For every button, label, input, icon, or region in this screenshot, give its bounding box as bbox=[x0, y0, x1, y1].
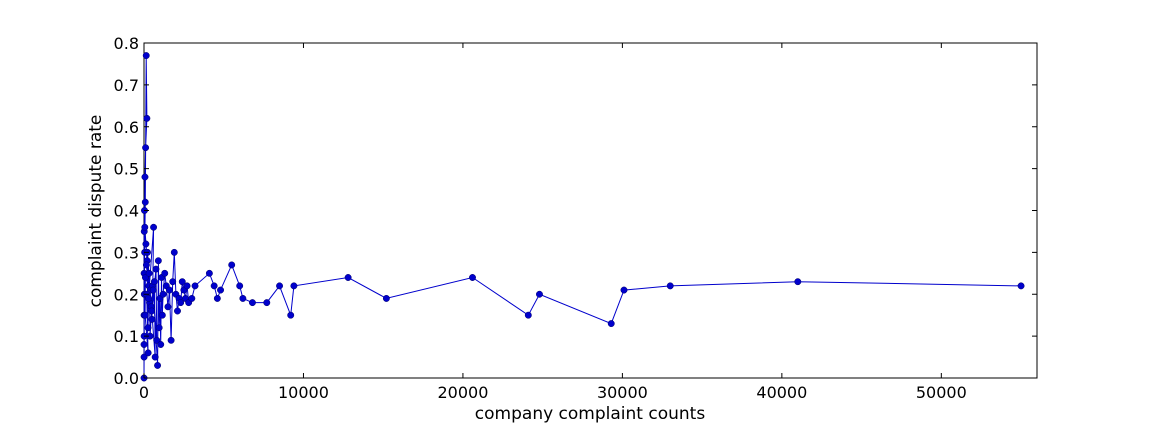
ticks-group: 0 10000 20000 30000 40000 50000 0.0 0.1 0.2 0.3 0.… bbox=[114, 34, 1037, 402]
data-point bbox=[148, 307, 156, 315]
data-point bbox=[142, 261, 150, 269]
data-point bbox=[149, 286, 157, 294]
data-point bbox=[228, 261, 236, 269]
data-point bbox=[144, 324, 152, 332]
y-tick-label: 0.5 bbox=[114, 160, 139, 179]
data-point bbox=[191, 282, 199, 290]
data-point bbox=[607, 320, 615, 328]
data-point bbox=[524, 311, 532, 319]
data-point bbox=[140, 353, 148, 361]
y-tick-label: 0.1 bbox=[114, 327, 139, 346]
data-point bbox=[142, 144, 150, 152]
data-point bbox=[210, 282, 218, 290]
x-tick-label: 40000 bbox=[756, 383, 807, 402]
data-point bbox=[140, 341, 148, 348]
y-tick-label: 0.8 bbox=[114, 34, 139, 53]
data-point bbox=[158, 311, 166, 319]
data-point bbox=[290, 282, 298, 290]
data-point bbox=[276, 282, 283, 290]
data-point bbox=[217, 286, 224, 294]
plot-frame bbox=[143, 42, 1038, 379]
data-point bbox=[177, 299, 185, 307]
data-point bbox=[152, 265, 160, 273]
y-tick-label: 0.6 bbox=[114, 118, 139, 137]
data-point bbox=[144, 349, 152, 357]
plot-area bbox=[143, 42, 1038, 379]
y-tick-label: 0.4 bbox=[114, 202, 139, 221]
x-tick-label: 30000 bbox=[597, 383, 648, 402]
data-point bbox=[166, 286, 173, 294]
data-point bbox=[236, 282, 244, 290]
data-point bbox=[151, 353, 159, 361]
y-tick-label: 0.7 bbox=[114, 76, 139, 95]
y-tick-label: 0.3 bbox=[114, 243, 139, 262]
x-axis-label: company complaint counts bbox=[475, 404, 706, 424]
series-group bbox=[140, 52, 1025, 382]
data-point bbox=[154, 257, 162, 265]
data-point bbox=[148, 315, 156, 323]
data-point bbox=[213, 294, 221, 302]
data-point bbox=[178, 278, 186, 286]
data-point bbox=[169, 278, 177, 286]
data-point bbox=[794, 278, 802, 286]
data-point bbox=[145, 294, 152, 302]
data-point bbox=[167, 336, 175, 344]
data-point bbox=[536, 290, 543, 298]
data-point bbox=[248, 299, 256, 307]
data-point bbox=[382, 294, 390, 302]
data-point bbox=[154, 361, 162, 369]
x-tick-label: 50000 bbox=[916, 383, 967, 402]
data-point bbox=[150, 223, 158, 231]
data-point bbox=[141, 198, 149, 206]
data-point bbox=[174, 307, 181, 315]
y-tick-label: 0.2 bbox=[114, 285, 139, 304]
data-point bbox=[170, 248, 178, 256]
data-point bbox=[287, 311, 295, 319]
data-point bbox=[143, 114, 151, 122]
x-tick-label: 20000 bbox=[437, 383, 488, 402]
data-point bbox=[620, 286, 628, 294]
data-point bbox=[150, 278, 158, 286]
data-point bbox=[263, 299, 271, 307]
data-point bbox=[239, 294, 247, 302]
data-point bbox=[344, 274, 352, 281]
data-point bbox=[205, 269, 213, 277]
data-point bbox=[153, 336, 161, 344]
data-point bbox=[1017, 282, 1025, 290]
data-point bbox=[142, 240, 150, 248]
x-tick-label: 10000 bbox=[278, 383, 329, 402]
x-tick-label: 0 bbox=[139, 383, 149, 402]
data-point bbox=[159, 290, 167, 298]
data-point bbox=[157, 341, 165, 348]
data-point bbox=[155, 324, 163, 332]
data-point bbox=[141, 223, 149, 231]
data-point bbox=[469, 274, 476, 281]
data-point bbox=[164, 303, 172, 311]
data-point bbox=[188, 294, 196, 302]
data-point bbox=[141, 173, 149, 181]
data-point bbox=[145, 269, 153, 277]
data-point bbox=[141, 311, 149, 319]
data-point bbox=[183, 282, 191, 290]
data-point bbox=[142, 52, 150, 60]
data-point bbox=[161, 269, 169, 277]
y-tick-label: 0.0 bbox=[114, 369, 139, 388]
y-axis-label: complaint dispute rate bbox=[86, 115, 106, 308]
data-point bbox=[666, 282, 674, 290]
